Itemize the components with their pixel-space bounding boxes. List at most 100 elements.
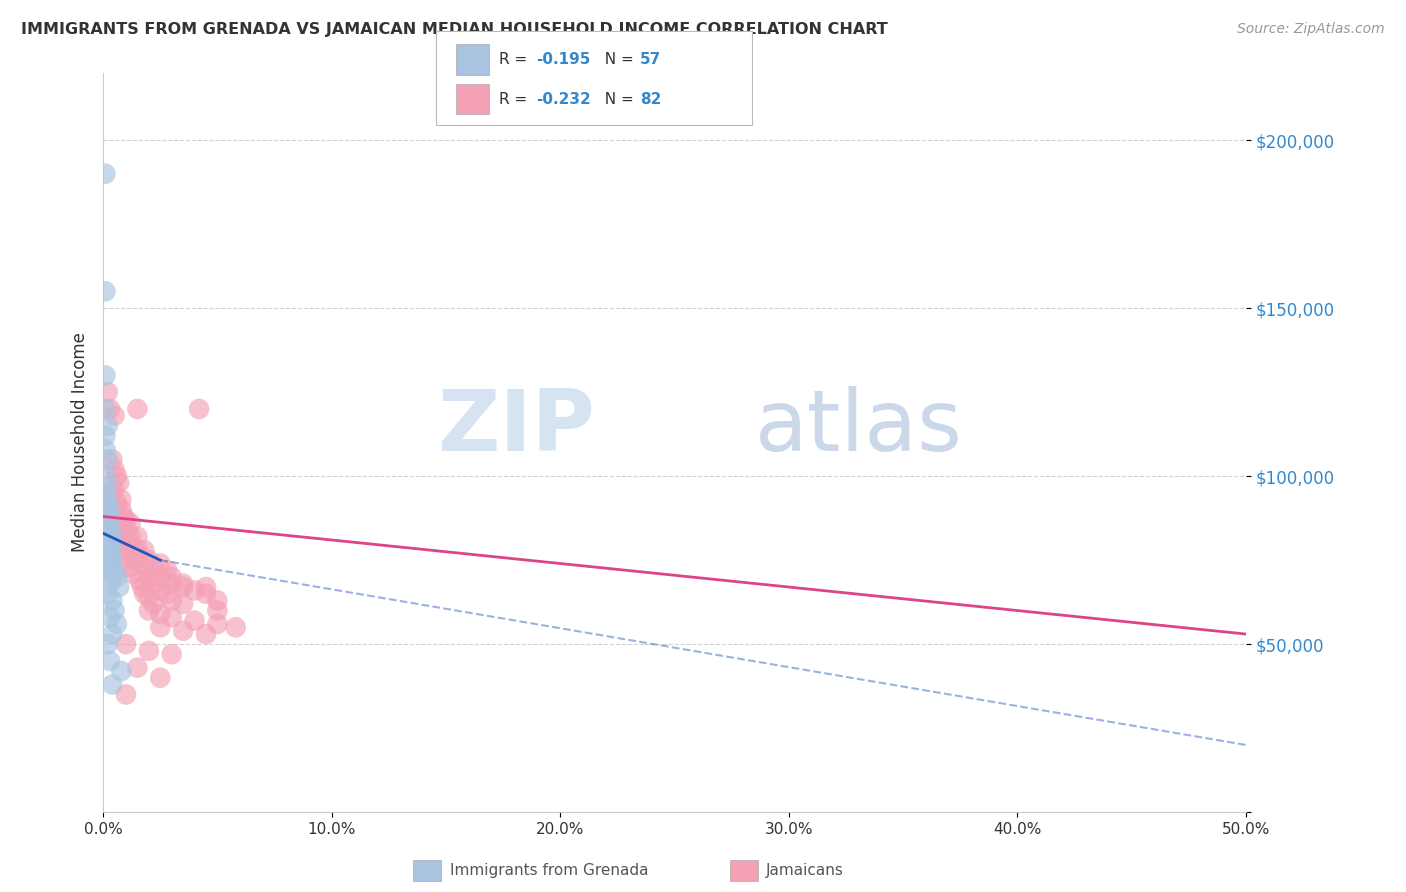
Point	[98, 557, 121, 571]
Text: Immigrants from Grenada: Immigrants from Grenada	[450, 863, 648, 878]
Point	[183, 583, 205, 598]
Point	[101, 543, 124, 558]
Point	[103, 563, 125, 577]
Point	[149, 607, 172, 621]
Point	[160, 647, 183, 661]
Point	[115, 688, 138, 702]
Point	[207, 603, 229, 617]
Point	[138, 644, 160, 658]
Point	[97, 546, 120, 560]
Point	[94, 285, 117, 299]
Point	[127, 401, 149, 416]
Point	[121, 566, 143, 581]
Point	[97, 418, 120, 433]
Point	[142, 576, 165, 591]
Point	[195, 580, 218, 594]
Point	[160, 593, 183, 607]
Point	[101, 627, 124, 641]
Point	[172, 580, 194, 594]
Point	[98, 496, 121, 510]
Point	[207, 617, 229, 632]
Point	[108, 516, 131, 531]
Point	[97, 513, 120, 527]
Point	[195, 627, 218, 641]
Point	[188, 401, 211, 416]
Point	[149, 583, 172, 598]
Point	[101, 553, 124, 567]
Point	[101, 570, 124, 584]
Point	[110, 502, 132, 516]
Point	[124, 553, 146, 567]
Point	[98, 530, 121, 544]
Point	[105, 617, 128, 632]
Point	[160, 570, 183, 584]
Y-axis label: Median Household Income: Median Household Income	[72, 333, 89, 552]
Point	[94, 509, 117, 524]
Point	[94, 167, 117, 181]
Point	[110, 536, 132, 550]
Point	[138, 570, 160, 584]
Point	[94, 401, 117, 416]
Text: 57: 57	[640, 52, 661, 67]
Point	[94, 368, 117, 383]
Point	[94, 533, 117, 547]
Point	[225, 620, 247, 634]
Point	[98, 549, 121, 564]
Point	[112, 530, 135, 544]
Point	[112, 553, 135, 567]
Point	[97, 385, 120, 400]
Point	[128, 574, 150, 588]
Point	[134, 587, 156, 601]
Point	[117, 536, 139, 550]
Point	[108, 526, 131, 541]
Point	[97, 540, 120, 554]
Text: -0.232: -0.232	[536, 92, 591, 107]
Point	[134, 560, 156, 574]
Text: IMMIGRANTS FROM GRENADA VS JAMAICAN MEDIAN HOUSEHOLD INCOME CORRELATION CHART: IMMIGRANTS FROM GRENADA VS JAMAICAN MEDI…	[21, 22, 887, 37]
Point	[149, 620, 172, 634]
Point	[127, 530, 149, 544]
Point	[101, 452, 124, 467]
Point	[94, 492, 117, 507]
Text: R =: R =	[499, 92, 533, 107]
Point	[156, 587, 179, 601]
Point	[105, 496, 128, 510]
Point	[97, 637, 120, 651]
Point	[97, 587, 120, 601]
Point	[103, 502, 125, 516]
Point	[97, 549, 120, 564]
Point	[138, 553, 160, 567]
Point	[98, 610, 121, 624]
Point	[108, 580, 131, 594]
Point	[172, 624, 194, 638]
Point	[115, 543, 138, 558]
Point	[97, 560, 120, 574]
Point	[127, 543, 149, 558]
Point	[120, 530, 142, 544]
Point	[97, 452, 120, 467]
Text: Source: ZipAtlas.com: Source: ZipAtlas.com	[1237, 22, 1385, 37]
Point	[98, 563, 121, 577]
Point	[98, 654, 121, 668]
Point	[94, 560, 117, 574]
Point	[105, 570, 128, 584]
Point	[94, 549, 117, 564]
Text: Jamaicans: Jamaicans	[766, 863, 844, 878]
Point	[160, 576, 183, 591]
Point	[97, 553, 120, 567]
Text: -0.195: -0.195	[536, 52, 591, 67]
Text: atlas: atlas	[755, 386, 963, 469]
Point	[117, 560, 139, 574]
Point	[120, 516, 142, 531]
Text: R =: R =	[499, 52, 533, 67]
Point	[131, 580, 153, 594]
Point	[94, 429, 117, 443]
Point	[115, 523, 138, 537]
Point	[98, 523, 121, 537]
Text: N =: N =	[595, 52, 638, 67]
Point	[115, 540, 138, 554]
Point	[120, 546, 142, 560]
Point	[97, 479, 120, 493]
Point	[138, 603, 160, 617]
Point	[103, 462, 125, 476]
